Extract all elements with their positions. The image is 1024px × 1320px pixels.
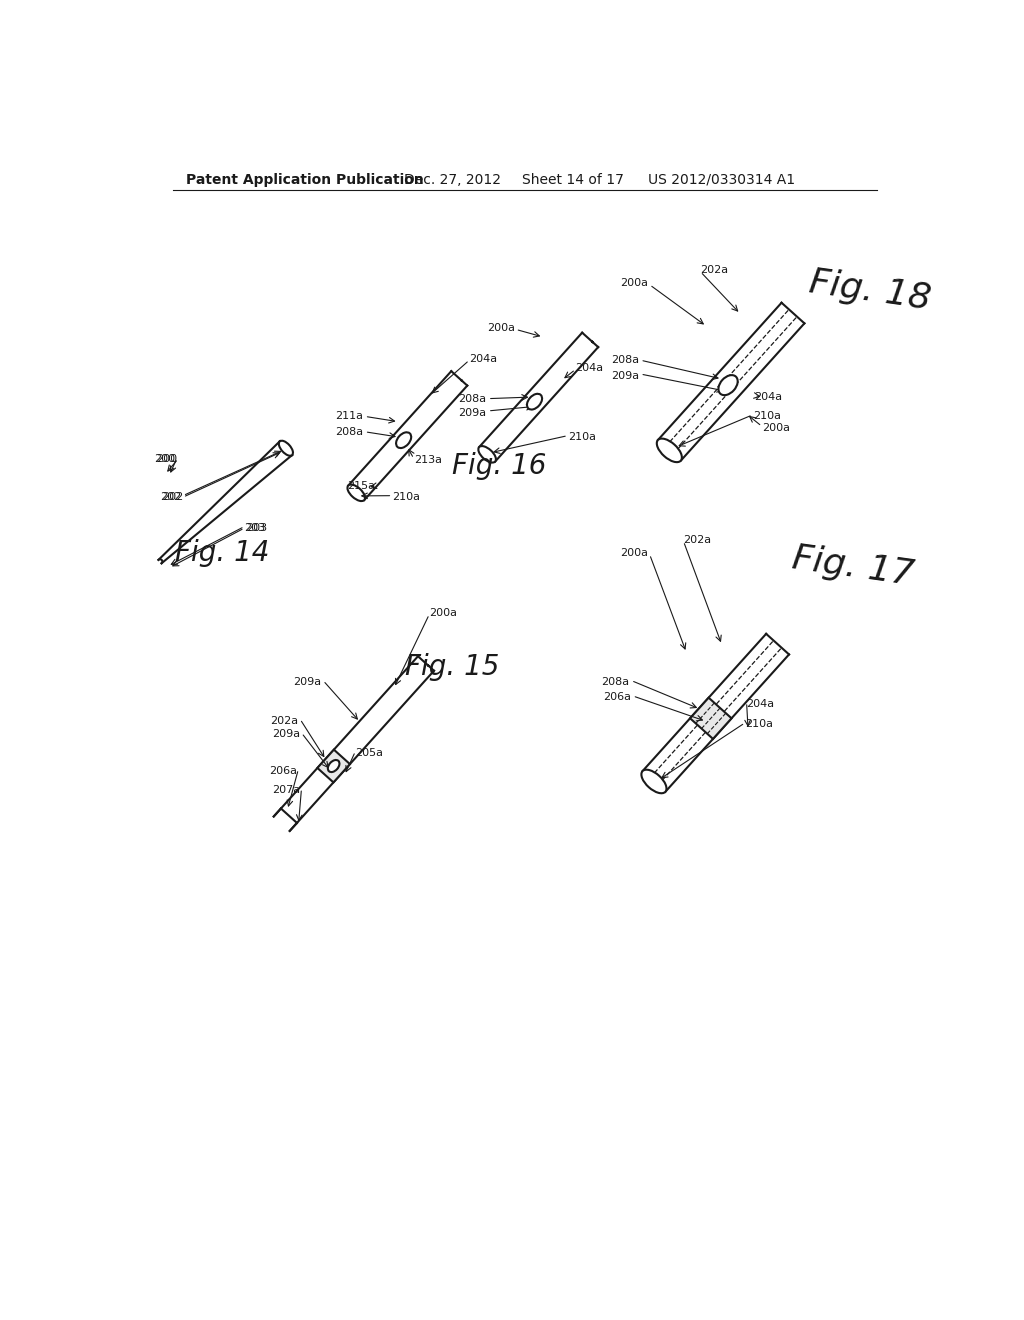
Text: 200a: 200a bbox=[429, 607, 458, 618]
Text: 204a: 204a bbox=[575, 363, 604, 372]
Text: 208a: 208a bbox=[610, 355, 639, 366]
Text: 205a: 205a bbox=[355, 748, 383, 758]
Text: 213a: 213a bbox=[414, 455, 442, 465]
Text: 202a: 202a bbox=[270, 715, 298, 726]
Text: Fig. 17: Fig. 17 bbox=[790, 541, 915, 591]
Ellipse shape bbox=[347, 484, 365, 502]
Text: 200: 200 bbox=[154, 454, 175, 463]
Text: Fig. 15: Fig. 15 bbox=[404, 652, 499, 681]
Text: 206a: 206a bbox=[269, 766, 297, 776]
Text: 209a: 209a bbox=[271, 730, 300, 739]
Text: 210a: 210a bbox=[568, 432, 596, 442]
Text: 208a: 208a bbox=[335, 426, 364, 437]
Text: 207a: 207a bbox=[271, 785, 300, 795]
Text: Fig. 18: Fig. 18 bbox=[807, 265, 933, 317]
Text: 202: 202 bbox=[162, 492, 183, 502]
Text: US 2012/0330314 A1: US 2012/0330314 A1 bbox=[648, 173, 795, 187]
Text: 203: 203 bbox=[246, 523, 267, 533]
Text: 202a: 202a bbox=[683, 535, 712, 545]
Text: 204a: 204a bbox=[469, 354, 498, 363]
Text: 215a: 215a bbox=[347, 480, 376, 491]
Text: Fig. 16: Fig. 16 bbox=[453, 453, 547, 480]
Ellipse shape bbox=[641, 770, 667, 793]
Text: Patent Application Publication: Patent Application Publication bbox=[186, 173, 424, 187]
Text: 211a: 211a bbox=[335, 412, 364, 421]
Ellipse shape bbox=[656, 438, 682, 462]
Text: 209a: 209a bbox=[294, 677, 322, 686]
Polygon shape bbox=[690, 698, 731, 739]
Text: 200a: 200a bbox=[762, 422, 790, 433]
Text: 208a: 208a bbox=[601, 677, 630, 686]
Text: Sheet 14 of 17: Sheet 14 of 17 bbox=[521, 173, 624, 187]
Text: 210a: 210a bbox=[392, 492, 421, 502]
Text: 204a: 204a bbox=[746, 698, 775, 709]
Ellipse shape bbox=[279, 441, 293, 455]
Ellipse shape bbox=[478, 446, 496, 462]
Ellipse shape bbox=[719, 375, 737, 395]
Text: 203: 203 bbox=[245, 523, 265, 533]
Text: 200a: 200a bbox=[487, 323, 515, 333]
Ellipse shape bbox=[328, 760, 340, 772]
Text: 206a: 206a bbox=[603, 693, 631, 702]
Text: 209a: 209a bbox=[610, 371, 639, 380]
Text: 200: 200 bbox=[156, 454, 177, 463]
Text: 202a: 202a bbox=[700, 265, 728, 275]
Ellipse shape bbox=[396, 432, 412, 447]
Text: 204a: 204a bbox=[755, 392, 782, 403]
Text: 210a: 210a bbox=[745, 719, 773, 730]
Ellipse shape bbox=[527, 393, 542, 409]
Text: 209a: 209a bbox=[458, 408, 486, 417]
Text: Dec. 27, 2012: Dec. 27, 2012 bbox=[403, 173, 501, 187]
Text: 200a: 200a bbox=[620, 279, 648, 288]
Text: 210a: 210a bbox=[753, 412, 780, 421]
Text: Fig. 14: Fig. 14 bbox=[175, 539, 269, 566]
Text: 202: 202 bbox=[160, 492, 181, 502]
Text: 208a: 208a bbox=[458, 393, 486, 404]
Polygon shape bbox=[317, 750, 350, 783]
Text: 200a: 200a bbox=[620, 548, 648, 557]
